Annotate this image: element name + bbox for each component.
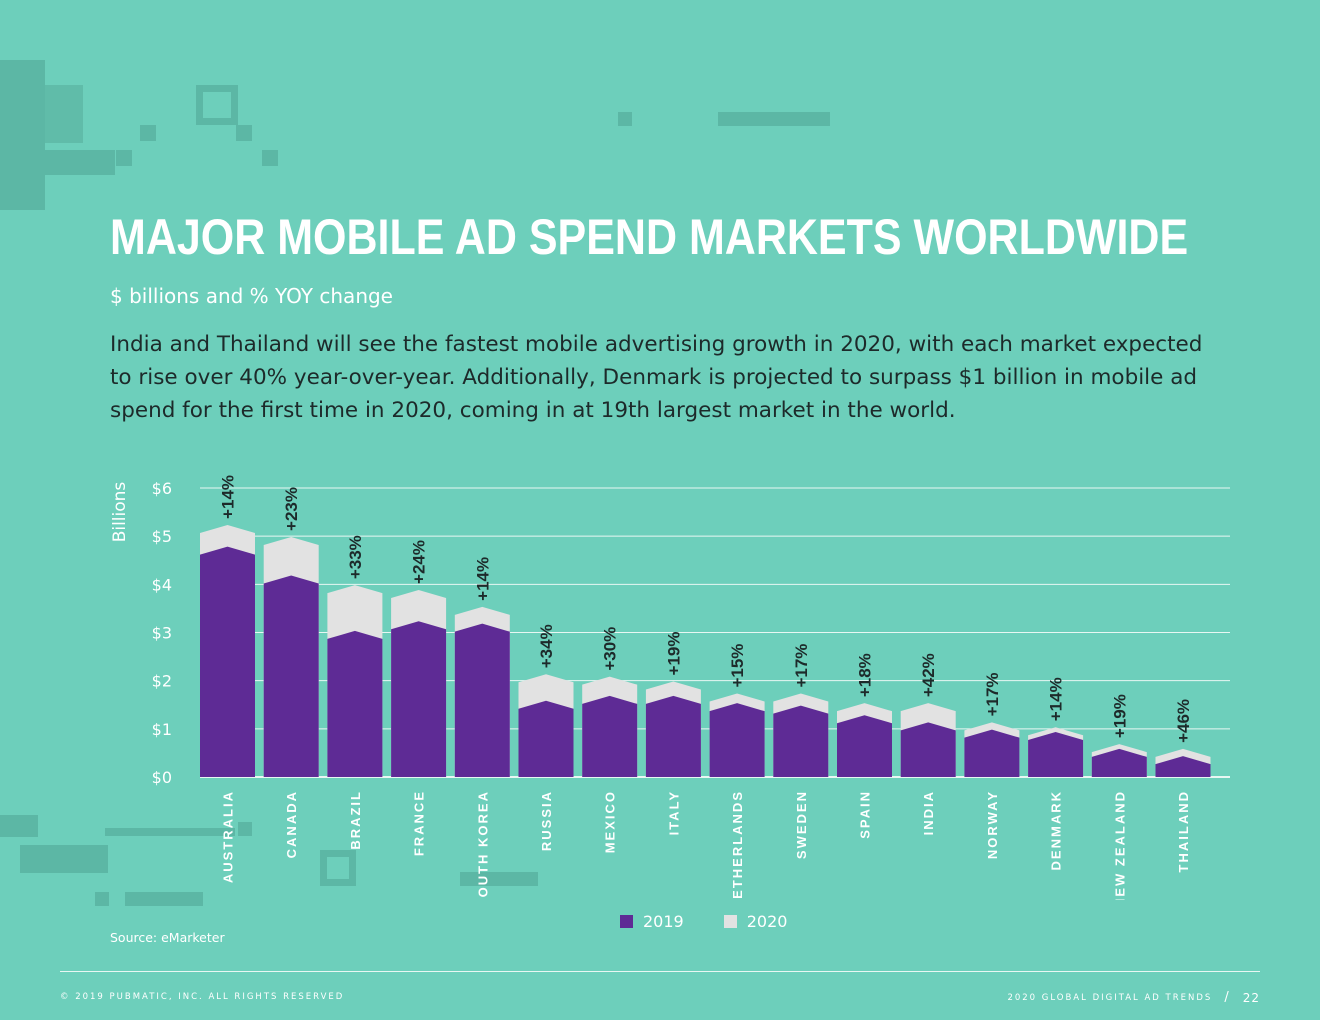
bar-2019 — [518, 700, 574, 777]
category-label: SOUTH KOREA — [475, 790, 490, 900]
bar-2019 — [391, 621, 447, 777]
decoration-block — [95, 892, 109, 906]
decoration-block — [262, 150, 278, 166]
chart-subtitle: $ billions and % YOY change — [110, 284, 393, 308]
decoration-square — [196, 85, 238, 125]
bar-2019 — [454, 623, 510, 777]
page-title: MAJOR MOBILE AD SPEND MARKETS WORLDWIDE — [110, 209, 1189, 265]
growth-label: +15% — [728, 644, 747, 688]
y-tick-label: $1 — [152, 720, 172, 739]
source-note: Source: eMarketer — [110, 930, 225, 945]
growth-label: +33% — [346, 535, 365, 579]
growth-label: +17% — [983, 672, 1002, 716]
legend-swatch-2020 — [723, 915, 737, 928]
category-label: BRAZIL — [348, 790, 363, 850]
decoration-block — [236, 125, 252, 141]
category-label: CANADA — [284, 790, 299, 858]
growth-label: +14% — [1047, 677, 1066, 721]
growth-label: +23% — [282, 487, 301, 531]
bar-2019 — [773, 705, 829, 777]
growth-label: +14% — [473, 557, 492, 601]
growth-label: +24% — [410, 540, 429, 584]
growth-label: +46% — [1174, 699, 1193, 743]
category-label: NEW ZEALAND — [1112, 790, 1127, 900]
footer-separator: / — [1224, 990, 1231, 1005]
y-tick-label: $2 — [152, 672, 172, 691]
decoration-block — [116, 150, 132, 166]
category-label: THAILAND — [1176, 790, 1191, 872]
category-label: AUSTRALIA — [221, 790, 236, 883]
y-axis-title: Billions — [110, 482, 130, 543]
growth-label: +19% — [1110, 694, 1129, 738]
bar-2019 — [1091, 748, 1147, 777]
y-tick-label: $6 — [152, 479, 172, 498]
growth-label: +30% — [601, 627, 620, 671]
y-tick-label: $0 — [152, 768, 172, 787]
legend-label-2020: 2020 — [746, 912, 788, 931]
growth-label: +14% — [219, 475, 238, 519]
bar-2019 — [263, 575, 319, 777]
bar-2019 — [837, 715, 892, 777]
footer-divider — [60, 971, 1260, 972]
legend-label-2019: 2019 — [643, 912, 684, 931]
category-label: NETHERLANDS — [730, 790, 745, 900]
report-title: 2020 GLOBAL DIGITAL AD TRENDS — [1007, 992, 1213, 1003]
bar-2019 — [1028, 732, 1084, 777]
growth-label: +17% — [792, 644, 811, 688]
decoration-square — [320, 850, 356, 886]
bar-2019 — [1155, 756, 1211, 777]
decoration-block — [105, 828, 235, 836]
decoration-block — [125, 892, 203, 906]
decoration-block — [460, 872, 538, 886]
footer-report: 2020 GLOBAL DIGITAL AD TRENDS / 22 — [1007, 990, 1260, 1005]
legend-item-2019: 2019 — [620, 912, 684, 931]
category-label: INDIA — [921, 790, 936, 835]
decoration-block — [45, 150, 115, 175]
bar-2019 — [645, 695, 701, 777]
growth-label: +18% — [856, 653, 875, 697]
y-tick-label: $3 — [152, 624, 172, 643]
category-label: DENMARK — [1049, 790, 1064, 870]
chart-legend: 2019 2020 — [620, 912, 787, 931]
copyright-notice: © 2019 PUBMATIC, INC. ALL RIGHTS RESERVE… — [60, 992, 345, 1002]
category-label: NORWAY — [985, 790, 1000, 859]
growth-label: +19% — [664, 632, 683, 676]
bar-2019 — [964, 729, 1020, 777]
category-label: SWEDEN — [794, 790, 809, 859]
category-label: FRANCE — [412, 790, 427, 856]
bar-2019 — [327, 630, 383, 777]
page-number: 22 — [1242, 990, 1260, 1005]
bar-2019 — [900, 722, 956, 777]
category-label: MEXICO — [603, 790, 618, 853]
y-tick-label: $4 — [152, 575, 172, 594]
growth-label: +42% — [919, 653, 938, 697]
bar-chart: $0 $1 $2 $3 $4 $5 $6 Billions +14% AUSTRALIA +23% C… — [110, 475, 1230, 900]
decoration-block — [20, 845, 108, 873]
decoration-block — [718, 112, 830, 126]
legend-item-2020: 2020 — [723, 912, 788, 931]
decoration-block — [140, 125, 156, 141]
legend-swatch-2019 — [620, 915, 633, 928]
category-label: SPAIN — [858, 790, 873, 839]
decoration-block — [0, 60, 45, 210]
bar-2019 — [200, 546, 255, 777]
y-tick-label: $5 — [152, 527, 172, 546]
decoration-block — [45, 85, 83, 143]
bar-2019 — [582, 695, 638, 777]
decoration-block — [238, 822, 252, 836]
category-label: ITALY — [666, 790, 681, 835]
bar-2019 — [709, 703, 765, 777]
growth-label: +34% — [537, 624, 556, 668]
category-label: RUSSIA — [539, 790, 554, 851]
intro-paragraph: India and Thailand will see the fastest … — [110, 332, 1203, 423]
decoration-block — [618, 112, 632, 126]
decoration-block — [0, 815, 38, 837]
